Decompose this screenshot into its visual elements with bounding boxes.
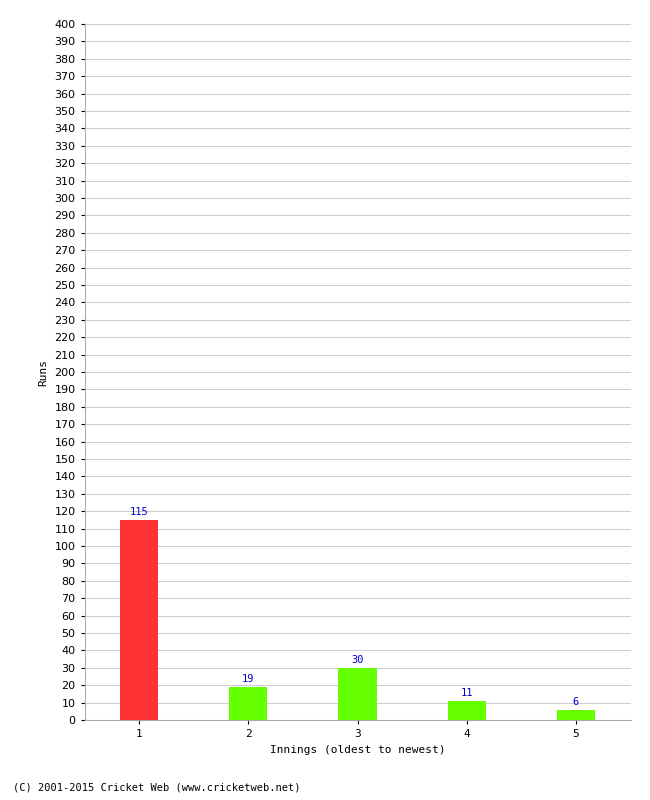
X-axis label: Innings (oldest to newest): Innings (oldest to newest) bbox=[270, 745, 445, 754]
Bar bbox=[229, 687, 267, 720]
Bar bbox=[120, 520, 158, 720]
Text: (C) 2001-2015 Cricket Web (www.cricketweb.net): (C) 2001-2015 Cricket Web (www.cricketwe… bbox=[13, 782, 300, 792]
Text: 30: 30 bbox=[351, 655, 364, 665]
Text: 6: 6 bbox=[573, 697, 579, 707]
Text: 115: 115 bbox=[130, 507, 148, 518]
Y-axis label: Runs: Runs bbox=[38, 358, 49, 386]
Text: 19: 19 bbox=[242, 674, 255, 684]
Bar bbox=[448, 701, 486, 720]
Text: 11: 11 bbox=[460, 688, 473, 698]
Bar bbox=[557, 710, 595, 720]
Bar bbox=[339, 668, 376, 720]
